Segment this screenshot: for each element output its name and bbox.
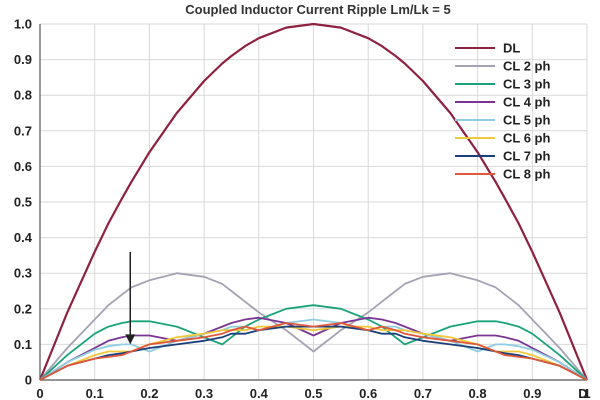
y-tick-label: 0.4 <box>14 230 33 245</box>
x-tick-label: 0.8 <box>469 386 487 400</box>
x-tick-label: 0.2 <box>140 386 158 400</box>
y-tick-label: 0.8 <box>14 88 32 103</box>
legend-label-cl-3-ph: CL 3 ph <box>503 77 550 92</box>
chart-title: Coupled Inductor Current Ripple Lm/Lk = … <box>185 2 450 17</box>
x-tick-label: 0.3 <box>195 386 213 400</box>
y-tick-label: 0.9 <box>14 52 32 67</box>
legend-label-cl-8-ph: CL 8 ph <box>503 167 550 182</box>
y-tick-label: 0.7 <box>14 123 32 138</box>
x-tick-label: 0.9 <box>523 386 541 400</box>
y-tick-label: 0.1 <box>14 337 32 352</box>
x-tick-label: 0.1 <box>86 386 104 400</box>
legend-label-cl-7-ph: CL 7 ph <box>503 149 550 164</box>
series-line-cl-5-ph <box>39 318 588 381</box>
legend-label-cl-5-ph: CL 5 ph <box>503 113 550 128</box>
series-line-cl-8-ph <box>39 322 588 381</box>
legend-label-cl-4-ph: CL 4 ph <box>503 95 550 110</box>
x-axis-label: D <box>578 386 587 400</box>
x-tick-label: 0.7 <box>414 386 432 400</box>
x-tick-label: 0.6 <box>359 386 377 400</box>
ticks: 0 0.1 0.2 0.3 0.4 0.5 0.6 0.7 0.8 0.9 1 0 0.1 0.2 0.3 0… <box>14 17 591 400</box>
legend-label-cl-2-ph: CL 2 ph <box>503 59 550 74</box>
y-tick-label: 0.6 <box>14 159 32 174</box>
legend-label-cl-6-ph: CL 6 ph <box>503 131 550 146</box>
series-line-cl-2-ph <box>39 272 588 381</box>
legend-label-dl: DL <box>503 41 520 56</box>
series-line-dl <box>38 22 589 381</box>
annotations <box>125 251 136 345</box>
legend: DL CL 2 ph CL 3 ph CL 4 ph CL 5 ph CL 6 ph CL … <box>455 41 550 182</box>
x-tick-label: 0.4 <box>250 386 269 400</box>
series <box>38 22 589 381</box>
annotation-arrow-head <box>125 334 136 345</box>
y-tick-label: 0.2 <box>14 301 32 316</box>
y-tick-label: 1.0 <box>14 17 32 32</box>
y-tick-label: 0.5 <box>14 195 32 210</box>
x-tick-label: 0.5 <box>304 386 322 400</box>
axes <box>39 24 587 381</box>
y-tick-label: 0.3 <box>14 266 32 281</box>
series-line-cl-3-ph <box>39 304 588 381</box>
x-tick-label: 0 <box>36 386 43 400</box>
x-tick-label: 1 <box>583 386 590 400</box>
y-tick-label: 0 <box>25 373 32 388</box>
